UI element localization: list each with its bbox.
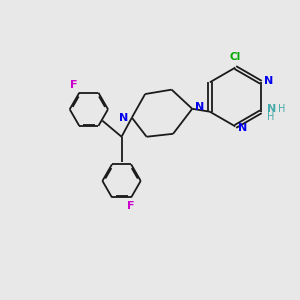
- Text: F: F: [128, 201, 135, 211]
- Text: F: F: [70, 80, 78, 90]
- Text: H: H: [267, 112, 275, 122]
- Text: N: N: [267, 104, 277, 114]
- Text: N: N: [264, 76, 273, 86]
- Text: N: N: [119, 112, 128, 123]
- Text: N: N: [195, 102, 204, 112]
- Text: H: H: [278, 104, 285, 114]
- Text: N: N: [238, 123, 248, 133]
- Text: Cl: Cl: [230, 52, 241, 62]
